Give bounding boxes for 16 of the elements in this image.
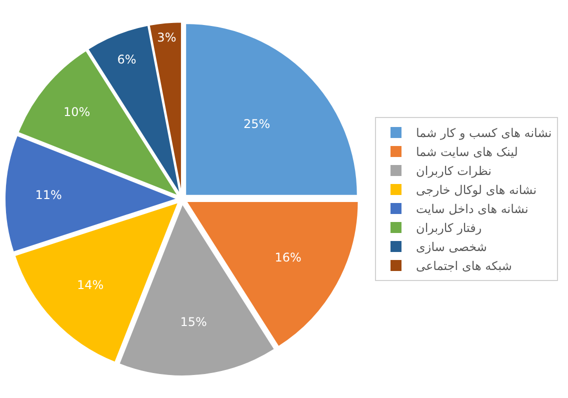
legend-label: رفتار کاربران	[416, 221, 482, 236]
data-label: 6%	[117, 52, 136, 67]
data-label: 25%	[243, 117, 270, 132]
legend-label: شبکه های اجتماعی	[416, 259, 512, 274]
legend-label: نشانه های داخل سایت	[416, 202, 528, 216]
data-label: 10%	[64, 105, 90, 120]
data-label: 11%	[35, 188, 62, 202]
data-label: 15%	[180, 314, 207, 329]
data-label: 16%	[274, 250, 302, 264]
legend-label: نشانه های لوکال خارجی	[416, 183, 537, 198]
legend-label: نظرات کاربران	[416, 164, 492, 178]
legend-label: شخصی سازی	[416, 240, 487, 254]
data-label: 14%	[77, 278, 104, 292]
data-label: 3%	[157, 30, 176, 45]
legend-label: نشانه های کسب و کار شما	[416, 126, 552, 140]
legend-label: لینک های سایت شما	[416, 145, 518, 160]
